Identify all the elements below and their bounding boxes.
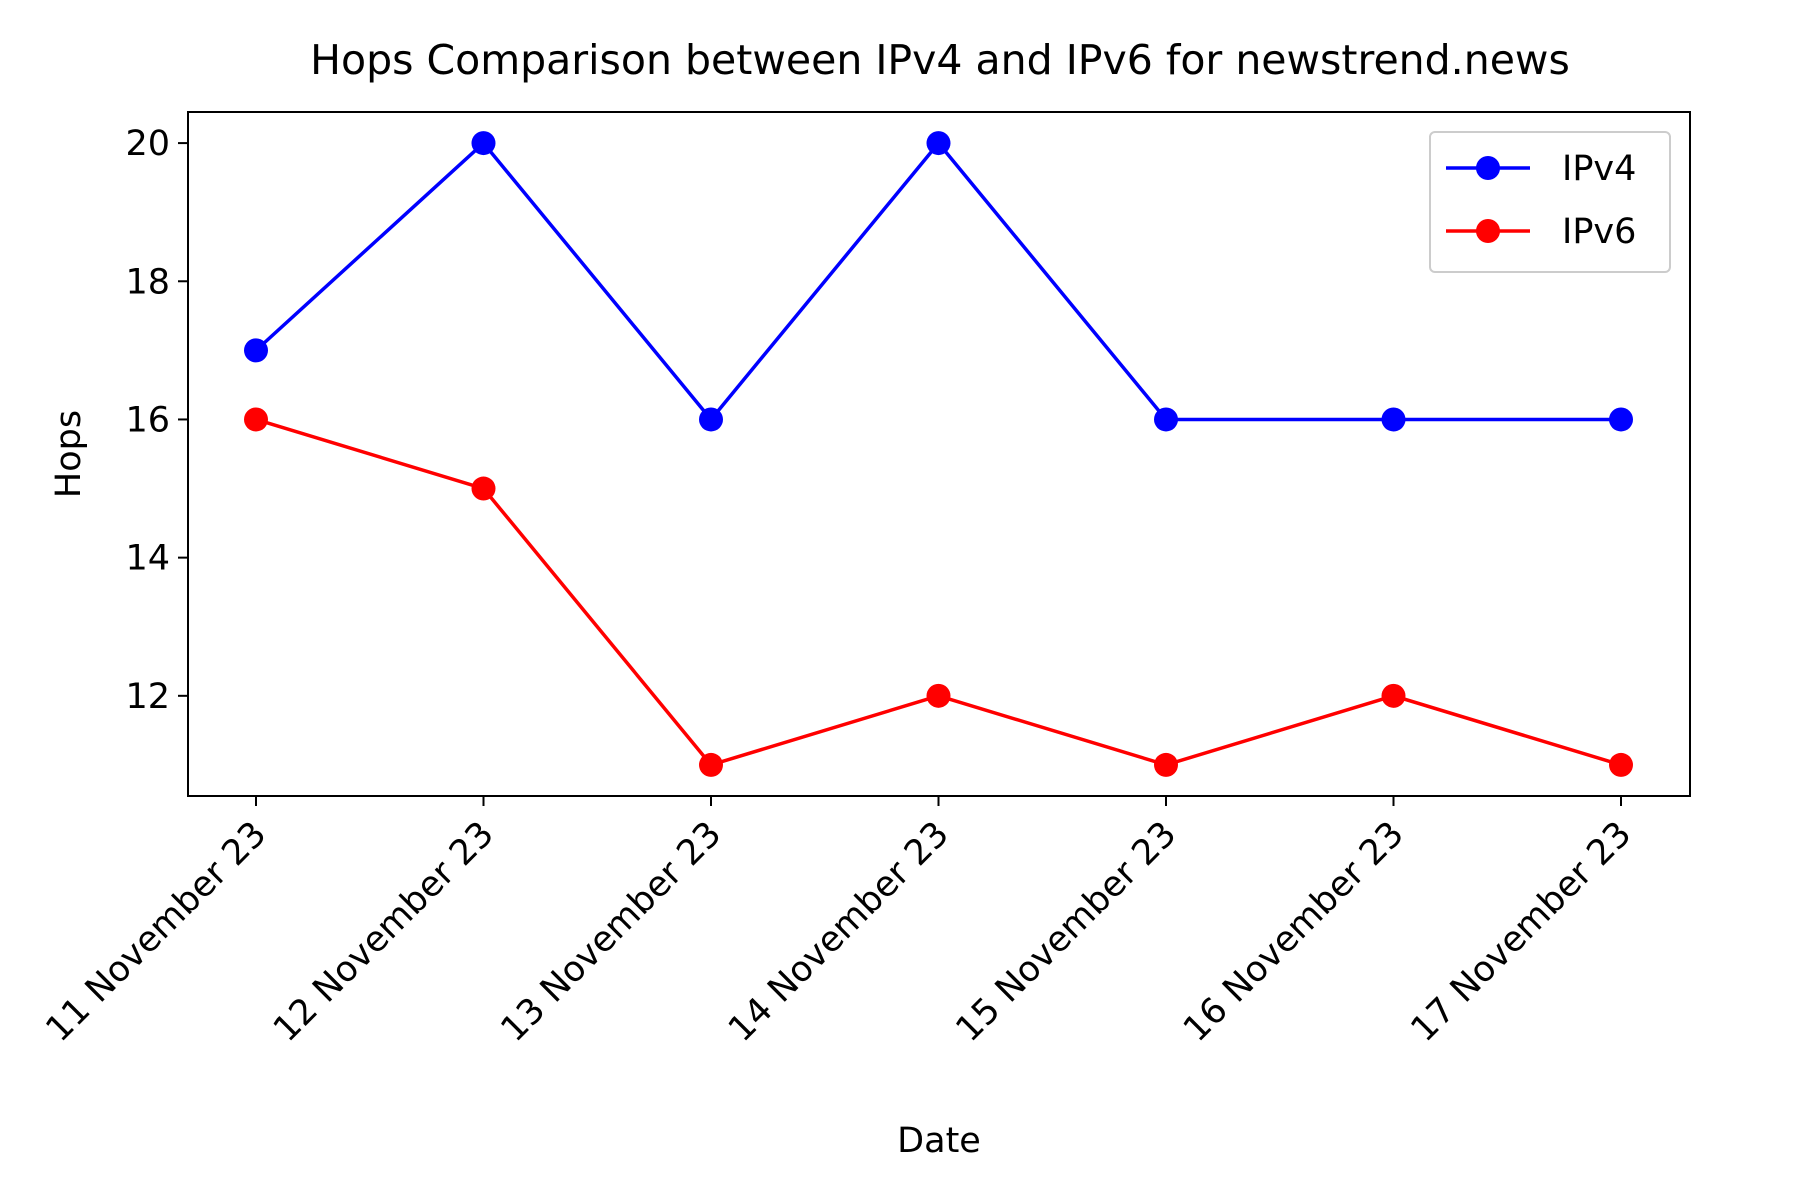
y-tick-label: 12 xyxy=(125,677,170,717)
legend-swatch-marker xyxy=(1476,219,1500,243)
x-axis-label: Date xyxy=(897,1121,981,1161)
legend: IPv4 IPv6 xyxy=(1429,131,1671,273)
legend-label: IPv4 xyxy=(1562,149,1636,189)
data-point xyxy=(1609,407,1633,432)
data-point xyxy=(244,338,268,363)
data-point xyxy=(1381,407,1406,432)
y-tick-label: 18 xyxy=(125,262,170,302)
series-ipv6 xyxy=(244,407,1633,777)
data-point xyxy=(471,476,496,501)
data-point xyxy=(926,131,951,156)
y-axis: 12 14 16 18 20 xyxy=(125,124,188,717)
y-tick-label: 20 xyxy=(125,124,170,164)
plot-area xyxy=(244,131,1633,777)
y-tick-label: 16 xyxy=(125,400,170,440)
series-layer xyxy=(244,131,1633,777)
series-ipv4 xyxy=(244,131,1633,432)
data-point xyxy=(926,683,951,708)
legend-swatch-marker xyxy=(1476,156,1500,180)
data-point xyxy=(1154,752,1178,777)
legend-entry: IPv4 xyxy=(1446,149,1636,189)
y-axis-label: Hops xyxy=(49,410,89,498)
data-point xyxy=(699,752,723,777)
data-point xyxy=(1609,752,1633,777)
data-point xyxy=(1154,407,1178,432)
legend-entries: IPv4 IPv6 xyxy=(1446,149,1636,252)
y-tick-label: 14 xyxy=(125,539,170,579)
data-point xyxy=(471,131,496,156)
data-point xyxy=(1381,683,1406,708)
legend-entry: IPv6 xyxy=(1446,212,1636,252)
legend-label: IPv6 xyxy=(1562,212,1636,252)
chart-title: Hops Comparison between IPv4 and IPv6 fo… xyxy=(310,36,1570,84)
data-point xyxy=(244,407,268,432)
data-point xyxy=(699,407,723,432)
